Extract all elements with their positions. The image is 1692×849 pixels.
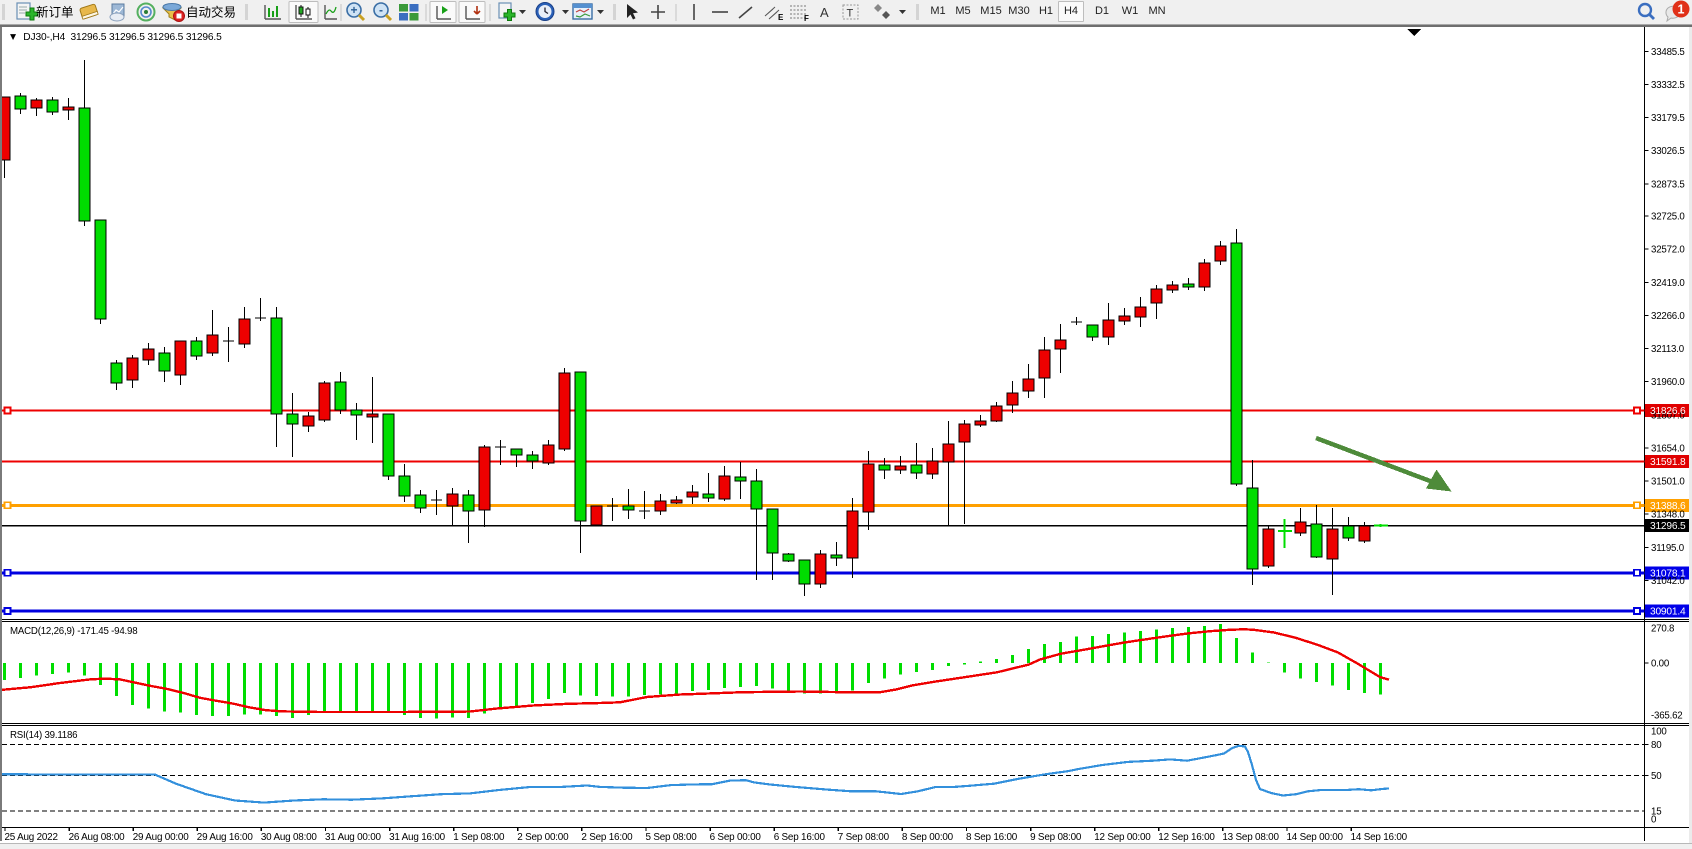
svg-text:0.00: 0.00 [1651,659,1670,670]
svg-text:7 Sep 08:00: 7 Sep 08:00 [838,832,890,843]
svg-text:E: E [778,13,784,22]
svg-text:MACD(12,26,9) -171.45 -94.98: MACD(12,26,9) -171.45 -94.98 [10,626,137,637]
svg-text:-: - [379,3,383,17]
svg-text:T: T [847,8,854,20]
svg-text:32725.0: 32725.0 [1651,212,1685,223]
svg-text:31501.0: 31501.0 [1651,477,1685,488]
svg-text:31 Aug 16:00: 31 Aug 16:00 [389,832,446,843]
svg-text:31654.0: 31654.0 [1651,443,1685,454]
svg-text:31591.8: 31591.8 [1650,457,1686,468]
svg-text:8 Sep 16:00: 8 Sep 16:00 [966,832,1018,843]
svg-text:12 Sep 00:00: 12 Sep 00:00 [1094,832,1151,843]
svg-text:31042.0: 31042.0 [1651,576,1685,587]
svg-text:29 Aug 16:00: 29 Aug 16:00 [197,832,254,843]
svg-text:31960.0: 31960.0 [1651,377,1685,388]
svg-text:新订单: 新订单 [36,5,74,20]
svg-text:31348.0: 31348.0 [1651,510,1685,521]
svg-text:32419.0: 32419.0 [1651,278,1685,289]
svg-text:33179.5: 33179.5 [1651,113,1685,124]
svg-text:8 Sep 00:00: 8 Sep 00:00 [902,832,954,843]
svg-text:31807.0: 31807.0 [1651,410,1685,421]
svg-text:F: F [804,14,809,23]
svg-text:1: 1 [1678,3,1685,17]
svg-text:31078.1: 31078.1 [1650,568,1686,579]
svg-text:32873.5: 32873.5 [1651,179,1685,190]
svg-text:80: 80 [1651,740,1662,751]
svg-text:13 Sep 08:00: 13 Sep 08:00 [1222,832,1279,843]
svg-text:31296.5: 31296.5 [1650,521,1686,532]
svg-text:270.8: 270.8 [1651,624,1674,635]
svg-text:14 Sep 00:00: 14 Sep 00:00 [1287,832,1344,843]
svg-text:31826.6: 31826.6 [1650,406,1686,417]
svg-text:15: 15 [1651,807,1661,818]
svg-text:2 Sep 16:00: 2 Sep 16:00 [581,832,633,843]
svg-text:33026.5: 33026.5 [1651,146,1685,157]
svg-text:31195.0: 31195.0 [1651,543,1685,554]
svg-text:100: 100 [1651,727,1667,738]
svg-text:33485.5: 33485.5 [1651,47,1685,58]
svg-text:25 Aug 2022: 25 Aug 2022 [5,832,58,843]
svg-text:9 Sep 08:00: 9 Sep 08:00 [1030,832,1082,843]
svg-text:50: 50 [1651,771,1662,782]
svg-text:26 Aug 08:00: 26 Aug 08:00 [69,832,126,843]
svg-text:A: A [820,5,829,20]
svg-text:30901.4: 30901.4 [1650,607,1686,618]
svg-text:32572.0: 32572.0 [1651,245,1685,256]
svg-text:6 Sep 00:00: 6 Sep 00:00 [710,832,762,843]
svg-text:30 Aug 08:00: 30 Aug 08:00 [261,832,318,843]
svg-text:29 Aug 00:00: 29 Aug 00:00 [133,832,190,843]
svg-text:-365.62: -365.62 [1651,711,1682,722]
svg-text:RSI(14) 39.1186: RSI(14) 39.1186 [10,730,77,741]
svg-text:14 Sep 16:00: 14 Sep 16:00 [1351,832,1408,843]
svg-text:33332.5: 33332.5 [1651,80,1685,91]
svg-text:32113.0: 32113.0 [1651,344,1685,355]
svg-text:5 Sep 08:00: 5 Sep 08:00 [646,832,698,843]
svg-text:1 Sep 08:00: 1 Sep 08:00 [453,832,505,843]
svg-text:31388.6: 31388.6 [1650,501,1686,512]
svg-text:12 Sep 16:00: 12 Sep 16:00 [1158,832,1215,843]
svg-text:6 Sep 16:00: 6 Sep 16:00 [774,832,826,843]
svg-text:32266.0: 32266.0 [1651,311,1685,322]
svg-text:0: 0 [1651,815,1657,826]
svg-text:31 Aug 00:00: 31 Aug 00:00 [325,832,382,843]
svg-text:自动交易: 自动交易 [186,5,236,20]
svg-text:+: + [350,3,357,17]
svg-text:2 Sep 00:00: 2 Sep 00:00 [517,832,569,843]
